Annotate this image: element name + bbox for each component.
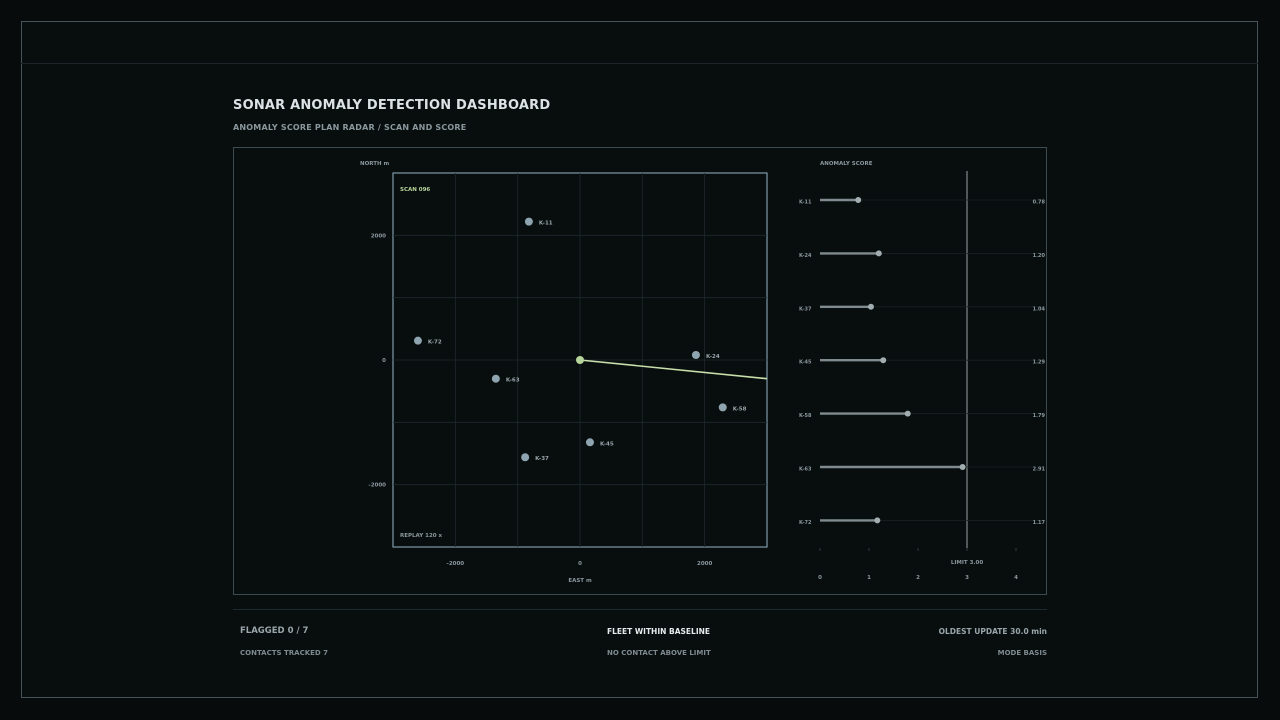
radar-marks: K-11 K-72 K-63 K-24 K-58 K-45 K-37 [413, 217, 768, 462]
score-bar-head [874, 517, 881, 524]
score-bar-head [904, 410, 911, 417]
radar-plot: -2000 0 2000 2000 0 -2000 SCAN 096 REPLAY 120… [360, 161, 768, 584]
score-tick-label: 3 [965, 575, 969, 581]
score-value-label: 1.17 [1033, 520, 1046, 526]
replay-label: REPLAY 120 x [400, 533, 443, 539]
score-bar-head [875, 250, 882, 257]
score-tick-label: 1 [867, 575, 871, 581]
contact-label: K-37 [535, 456, 549, 462]
score-category-label: K-24 [799, 253, 812, 259]
flagged-count: FLAGGED 0 / 7 [240, 626, 309, 636]
score-bar-head [867, 303, 874, 310]
contact-label: K-58 [733, 406, 747, 412]
contact-point [413, 336, 422, 345]
scan-label: SCAN 096 [400, 187, 430, 193]
contact-point [521, 453, 530, 462]
x-tick-label: 2000 [697, 561, 712, 567]
score-bar-head [959, 464, 966, 470]
score-tick-label: 0 [818, 575, 822, 581]
score-value-label: 0.78 [1033, 200, 1046, 206]
score-marks: LIMIT 3.00 0 1 2 3 4 K-11 0.78 K-24 1.20 K-37 1.04 K… [799, 171, 1046, 581]
contact-label: K-63 [506, 378, 520, 384]
anomaly-score-chart: ANOMALY SCORE LIMIT 3.00 0 1 2 3 4 K-11 0.78 K-2… [799, 161, 1046, 581]
y-tick-label: 0 [382, 358, 386, 364]
score-value-label: 1.29 [1033, 360, 1046, 366]
score-bar-head [855, 197, 862, 203]
radar-y-axis-label: NORTH m [360, 161, 390, 167]
own-ship-marker [576, 356, 584, 364]
score-value-label: 1.79 [1033, 413, 1046, 419]
radar-ticks: -2000 0 2000 2000 0 -2000 [368, 233, 712, 567]
contact-point [524, 217, 533, 226]
score-value-label: 2.91 [1033, 467, 1046, 473]
score-category-label: K-11 [799, 200, 812, 206]
score-category-label: K-72 [799, 520, 812, 526]
y-tick-label: -2000 [368, 483, 386, 489]
y-tick-label: 2000 [371, 233, 386, 239]
top-bar [21, 21, 1258, 64]
contact-point [491, 374, 500, 383]
page-subtitle: ANOMALY SCORE PLAN RADAR / SCAN AND SCOR… [233, 123, 467, 132]
score-category-label: K-63 [799, 467, 812, 473]
score-category-label: K-58 [799, 413, 812, 419]
no-contact-status: NO CONTACT ABOVE LIMIT [607, 649, 711, 657]
mode-label: MODE BASIS [997, 649, 1047, 657]
page-title: SONAR ANOMALY DETECTION DASHBOARD [233, 98, 551, 113]
contact-label: K-24 [706, 354, 720, 360]
contact-point [691, 351, 700, 360]
contact-label: K-45 [600, 441, 614, 447]
fleet-status: FLEET WITHIN BASELINE [607, 627, 711, 636]
score-bar-head [880, 357, 887, 364]
contact-point [718, 403, 727, 412]
radar-x-axis-label: EAST m [568, 578, 592, 584]
sweep-line [579, 359, 768, 380]
score-category-label: K-37 [799, 306, 812, 312]
contact-point [585, 438, 594, 447]
score-value-label: 1.20 [1033, 253, 1046, 259]
contact-label: K-72 [428, 340, 442, 346]
score-tick-label: 4 [1014, 575, 1018, 581]
footer-divider [233, 609, 1047, 610]
score-value-label: 1.04 [1033, 306, 1046, 312]
radar-grid [393, 173, 767, 547]
x-tick-label: 0 [578, 561, 582, 567]
x-tick-label: -2000 [447, 561, 465, 567]
limit-label: LIMIT 3.00 [951, 560, 983, 566]
oldest-update: OLDEST UPDATE 30.0 min [938, 627, 1047, 636]
chart-panel [233, 147, 1047, 595]
score-tick-label: 2 [916, 575, 920, 581]
contact-label: K-11 [539, 221, 553, 227]
score-chart-title: ANOMALY SCORE [820, 161, 873, 167]
score-category-label: K-45 [799, 360, 812, 366]
contacts-tracked: CONTACTS TRACKED 7 [240, 649, 329, 657]
